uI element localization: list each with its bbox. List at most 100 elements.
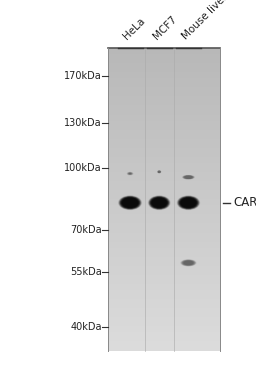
Ellipse shape — [182, 175, 195, 179]
Bar — [108, 275, 220, 278]
Bar — [108, 75, 220, 78]
Ellipse shape — [119, 196, 141, 210]
Ellipse shape — [185, 176, 192, 178]
Ellipse shape — [124, 199, 136, 206]
Ellipse shape — [185, 201, 192, 205]
Bar — [108, 230, 220, 232]
Ellipse shape — [186, 262, 190, 264]
Bar — [108, 166, 220, 169]
Bar — [108, 169, 220, 172]
Ellipse shape — [184, 176, 193, 179]
Bar — [108, 78, 220, 81]
Bar — [108, 202, 220, 205]
Ellipse shape — [187, 177, 189, 178]
Bar — [108, 217, 220, 220]
Bar — [108, 96, 220, 99]
Ellipse shape — [187, 176, 190, 178]
Ellipse shape — [120, 197, 140, 209]
Bar — [108, 66, 220, 69]
Ellipse shape — [187, 177, 190, 178]
Ellipse shape — [120, 196, 141, 209]
Ellipse shape — [157, 170, 161, 173]
Ellipse shape — [184, 261, 193, 265]
Ellipse shape — [127, 201, 133, 204]
Ellipse shape — [157, 201, 161, 204]
Bar — [108, 269, 220, 272]
Ellipse shape — [158, 171, 160, 172]
Ellipse shape — [184, 200, 193, 206]
Ellipse shape — [157, 170, 161, 173]
Bar — [108, 338, 220, 341]
Ellipse shape — [183, 199, 194, 206]
Bar — [108, 57, 220, 60]
Ellipse shape — [158, 170, 161, 173]
Bar — [108, 111, 220, 114]
Bar — [108, 208, 220, 211]
Ellipse shape — [182, 260, 195, 266]
Ellipse shape — [182, 260, 195, 266]
Ellipse shape — [152, 198, 167, 208]
Bar — [108, 190, 220, 193]
Ellipse shape — [123, 199, 137, 207]
Ellipse shape — [128, 201, 132, 205]
Ellipse shape — [130, 173, 131, 174]
Bar — [108, 251, 220, 254]
Ellipse shape — [127, 172, 133, 175]
Bar — [108, 245, 220, 248]
Ellipse shape — [183, 175, 194, 179]
Ellipse shape — [123, 199, 137, 207]
Ellipse shape — [157, 170, 161, 173]
Ellipse shape — [182, 175, 195, 180]
Bar — [108, 263, 220, 266]
Ellipse shape — [158, 171, 160, 172]
Bar — [108, 184, 220, 187]
Ellipse shape — [128, 173, 132, 175]
Ellipse shape — [186, 262, 191, 264]
Ellipse shape — [153, 199, 166, 207]
Ellipse shape — [127, 172, 133, 175]
Bar — [108, 163, 220, 166]
Bar — [108, 181, 220, 184]
Ellipse shape — [158, 171, 161, 173]
Ellipse shape — [121, 197, 139, 208]
Bar — [108, 257, 220, 260]
Text: HeLa: HeLa — [122, 16, 147, 41]
Bar — [108, 341, 220, 345]
Bar — [108, 242, 220, 245]
Ellipse shape — [181, 198, 196, 207]
Bar — [108, 48, 220, 51]
Bar — [108, 145, 220, 148]
Ellipse shape — [128, 172, 132, 175]
Ellipse shape — [181, 259, 196, 266]
Ellipse shape — [127, 201, 133, 205]
Ellipse shape — [157, 201, 162, 204]
Ellipse shape — [157, 170, 161, 173]
Text: 170kDa: 170kDa — [64, 71, 102, 81]
Bar — [108, 348, 220, 351]
Ellipse shape — [156, 201, 162, 205]
Ellipse shape — [129, 173, 132, 175]
Ellipse shape — [126, 200, 134, 205]
Bar — [108, 51, 220, 54]
Bar — [108, 308, 220, 311]
Bar — [108, 205, 220, 208]
Ellipse shape — [185, 261, 192, 265]
Ellipse shape — [177, 195, 200, 210]
Bar — [108, 103, 220, 106]
Ellipse shape — [118, 196, 142, 210]
Ellipse shape — [181, 198, 196, 208]
Bar — [108, 87, 220, 90]
Bar — [108, 227, 220, 230]
Ellipse shape — [184, 176, 193, 179]
Bar — [108, 90, 220, 93]
Ellipse shape — [154, 199, 164, 206]
Ellipse shape — [153, 199, 165, 207]
Ellipse shape — [185, 176, 191, 178]
Ellipse shape — [151, 197, 168, 208]
Bar — [108, 187, 220, 190]
Ellipse shape — [185, 176, 192, 179]
Ellipse shape — [122, 197, 138, 208]
Ellipse shape — [148, 195, 171, 210]
Ellipse shape — [187, 201, 190, 205]
Bar — [108, 199, 220, 202]
